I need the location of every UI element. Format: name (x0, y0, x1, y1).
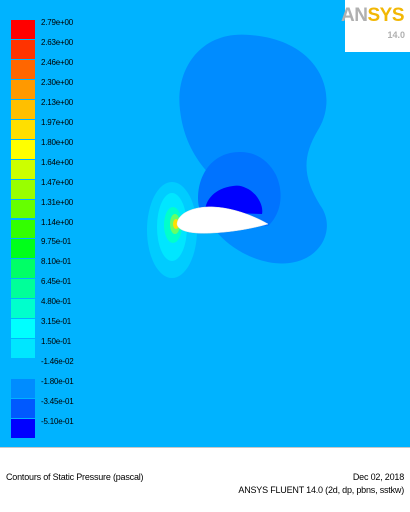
legend-swatch (11, 279, 35, 299)
legend-label: 1.97e+00 (41, 117, 73, 127)
legend-label: 2.46e+00 (41, 57, 73, 67)
legend-swatch (11, 39, 35, 59)
legend-label: 1.50e-01 (41, 337, 71, 347)
legend-label: 1.14e+00 (41, 217, 73, 227)
legend-label: -1.80e-01 (41, 377, 74, 387)
legend-swatch (11, 119, 35, 139)
legend-swatch (11, 299, 35, 319)
legend-label: -1.46e-02 (41, 357, 74, 367)
pressure-contour-field (0, 0, 410, 447)
legend-label: -3.45e-01 (41, 397, 74, 407)
ansys-logo-text: ANSYS (341, 5, 404, 27)
legend-swatch (11, 239, 35, 259)
legend-label: -5.10e-01 (41, 417, 74, 426)
legend-label: 4.80e-01 (41, 297, 71, 307)
contour-suction-core (205, 185, 263, 214)
legend-swatch (11, 99, 35, 119)
legend-swatch (11, 159, 35, 179)
logo-version: 14.0 (387, 30, 405, 40)
legend-swatch (11, 219, 35, 239)
legend-label: 2.30e+00 (41, 77, 73, 87)
legend-label: 8.10e-01 (41, 257, 71, 267)
legend-label: 2.63e+00 (41, 37, 73, 47)
ansys-logo: ANSYS 14.0 (341, 0, 410, 52)
legend-swatch (11, 359, 35, 379)
legend-swatch (11, 20, 35, 39)
airfoil (176, 206, 269, 234)
legend-label: 2.79e+00 (41, 18, 73, 27)
legend-swatch (11, 419, 35, 438)
legend-label: 9.75e-01 (41, 237, 71, 247)
legend-label: 1.80e+00 (41, 137, 73, 147)
legend-label: 6.45e-01 (41, 277, 71, 287)
logo-part-an: AN (341, 5, 368, 26)
legend-label: 1.64e+00 (41, 157, 73, 167)
legend-swatch (11, 339, 35, 359)
plot-date: Dec 02, 2018 (352, 472, 404, 482)
legend-swatch (11, 79, 35, 99)
legend-swatch (11, 139, 35, 159)
plot-title: Contours of Static Pressure (pascal) (6, 472, 144, 482)
legend-swatch (11, 319, 35, 339)
solver-info: ANSYS FLUENT 14.0 (2d, dp, pbns, sstkw) (238, 485, 404, 495)
legend-swatch (11, 259, 35, 279)
legend-swatch (11, 179, 35, 199)
legend-label: 2.13e+00 (41, 97, 73, 107)
legend-swatch (11, 399, 35, 418)
legend-label: 3.15e-01 (41, 317, 71, 327)
legend-label: 1.31e+00 (41, 197, 73, 207)
plot-footer: Contours of Static Pressure (pascal) Dec… (0, 447, 410, 512)
logo-part-sys: SYS (367, 5, 404, 26)
legend-label: 1.47e+00 (41, 177, 73, 187)
legend-swatch (11, 379, 35, 399)
legend-swatch (11, 199, 35, 219)
contour-plot: 2.79e+00 2.63e+00 2.46e+00 2.30e+00 2.13e+00… (0, 0, 410, 447)
legend-swatch (11, 59, 35, 79)
